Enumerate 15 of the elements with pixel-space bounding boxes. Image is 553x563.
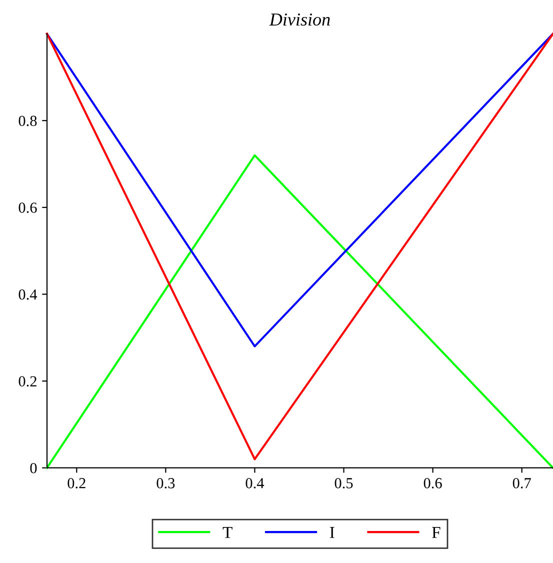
y-tick-label: 0.6 — [18, 202, 37, 213]
x-tick-label: 0.3 — [156, 478, 175, 488]
y-tick-label: 0.8 — [18, 116, 37, 126]
legend-label: T — [222, 527, 232, 538]
x-tick-label: 0.5 — [334, 478, 353, 488]
x-tick-label: 0.4 — [246, 478, 264, 488]
legend-label: I — [330, 527, 334, 538]
x-tick-label: 0.7 — [512, 478, 531, 488]
y-tick-label: 0.4 — [18, 289, 38, 300]
y-tick-label: 0.2 — [18, 376, 36, 387]
x-tick-label: 0.6 — [424, 478, 442, 488]
y-tick-label: 0 — [30, 462, 37, 474]
x-tick-label: 0.2 — [68, 478, 86, 488]
legend-label: F — [432, 527, 440, 538]
chart-title: Division — [269, 13, 330, 26]
